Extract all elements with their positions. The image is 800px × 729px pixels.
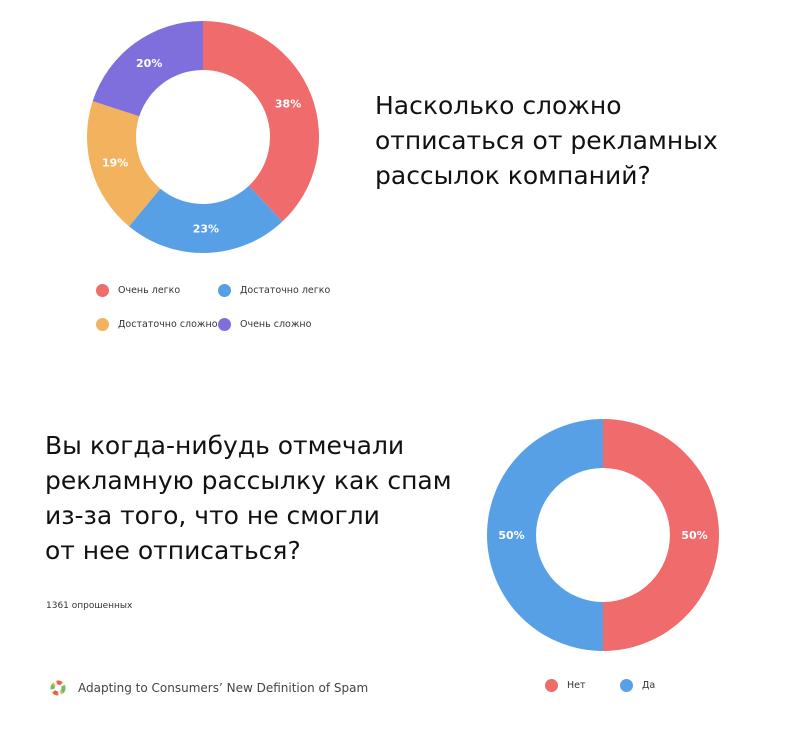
source-footer: Adapting to Consumers’ New Definition of… xyxy=(50,680,368,696)
donut-slice xyxy=(129,185,283,253)
legend-label: Очень легко xyxy=(118,285,181,296)
source-text: Adapting to Consumers’ New Definition of… xyxy=(78,681,369,695)
chart2-title: Вы когда-нибудь отмечали рекламную рассы… xyxy=(45,431,452,565)
respondents-count: 1361 опрошенных xyxy=(46,601,133,611)
source-logo-icon xyxy=(50,680,66,696)
legend-item: Нет xyxy=(545,679,586,692)
slice-label: 50% xyxy=(681,529,707,542)
legend-item: Очень сложно xyxy=(218,318,311,331)
legend-label: Достаточно легко xyxy=(240,285,331,296)
legend-item: Очень легко xyxy=(96,284,180,297)
legend-item: Да xyxy=(620,679,655,692)
donut-slice xyxy=(86,101,161,227)
donut-slice xyxy=(487,419,603,651)
legend-label: Нет xyxy=(567,680,586,691)
legend-swatch xyxy=(96,318,109,331)
legend-swatch xyxy=(218,318,231,331)
slice-label: 19% xyxy=(102,157,128,170)
donut-slice xyxy=(603,419,719,651)
chart1-title: Насколько сложно отписаться от рекламных… xyxy=(375,91,718,190)
legend-swatch xyxy=(545,679,558,692)
slice-label: 20% xyxy=(136,57,162,70)
slice-label: 38% xyxy=(275,97,301,110)
slice-label: 50% xyxy=(498,529,524,542)
legend-item: Достаточно сложно xyxy=(96,318,218,331)
slice-label: 23% xyxy=(193,222,219,235)
legend-swatch xyxy=(218,284,231,297)
donut-slice xyxy=(203,21,320,222)
legend-label: Очень сложно xyxy=(240,319,312,330)
donut-slice xyxy=(92,21,203,117)
legend-label: Да xyxy=(642,680,656,691)
legend-swatch xyxy=(620,679,633,692)
legend-swatch xyxy=(96,284,109,297)
legend-item: Достаточно легко xyxy=(218,284,330,297)
legend-label: Достаточно сложно xyxy=(118,319,218,330)
